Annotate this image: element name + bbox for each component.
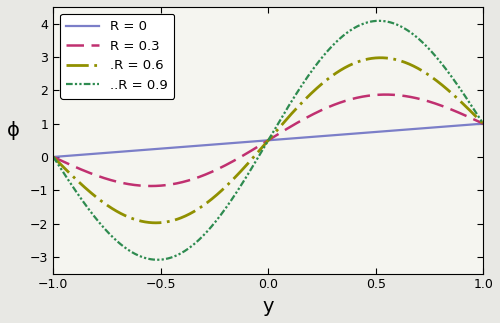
Y-axis label: ϕ: ϕ — [7, 121, 20, 140]
Legend: R = 0, R = 0.3, .R = 0.6, ..R = 0.9: R = 0, R = 0.3, .R = 0.6, ..R = 0.9 — [60, 14, 174, 99]
X-axis label: y: y — [262, 297, 274, 316]
